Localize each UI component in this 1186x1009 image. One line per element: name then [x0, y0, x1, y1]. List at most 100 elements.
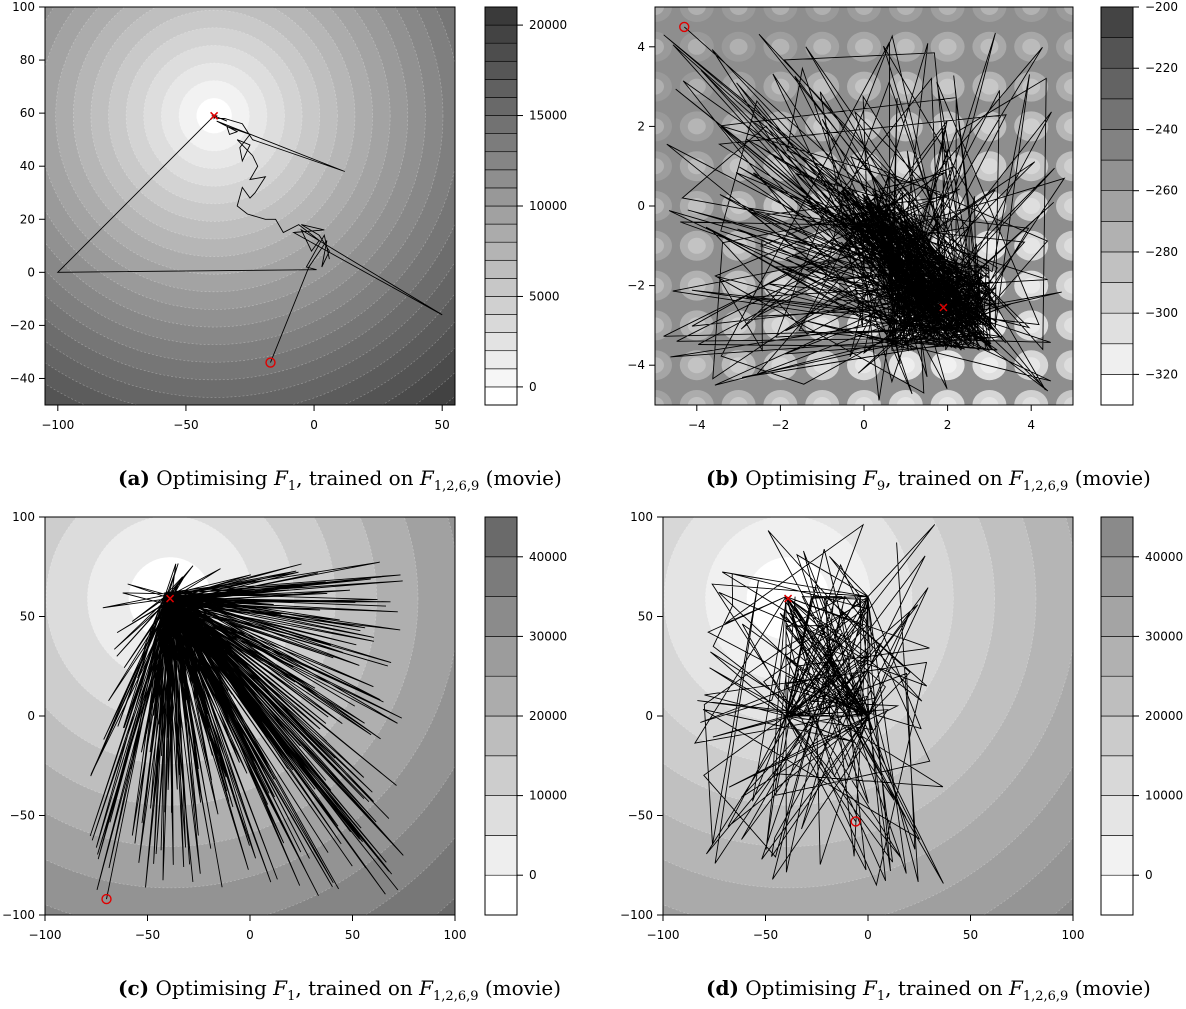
- x-tick-label: 0: [860, 418, 868, 432]
- contour-basin-core: [1022, 397, 1041, 405]
- colorbar-tick-label: −260: [1145, 184, 1178, 198]
- colorbar-tick-label: 30000: [1145, 629, 1183, 643]
- contour-background: [655, 7, 1073, 405]
- chart-panel-a: −100 −50 0 50 −40 −20 0 20 40 60 80 100 0 5000 10000 15…: [10, 0, 568, 432]
- y-tick-label: 4: [637, 40, 645, 54]
- caption-tail: (movie): [484, 976, 562, 1000]
- optimisation-path: [693, 523, 944, 887]
- y-tick-label: 0: [27, 265, 35, 279]
- caption-target-sub: 1: [287, 989, 296, 1004]
- optimum-marker: [784, 594, 793, 603]
- colorbar-level: [484, 296, 518, 315]
- contour-basin-core: [938, 78, 957, 95]
- colorbar-level: [484, 795, 518, 836]
- colorbar-level: [484, 874, 518, 916]
- contour-basin-core: [687, 78, 706, 95]
- colorbar-level: [484, 42, 518, 62]
- contour-background: [663, 517, 1073, 915]
- y-tick-label: −100: [620, 908, 653, 922]
- contour-basin-core: [1064, 198, 1073, 214]
- colorbar-level: [1100, 636, 1134, 677]
- y-tick-label: 100: [12, 0, 35, 14]
- colorbar-level: [1100, 715, 1134, 757]
- optimisation-path: [89, 561, 404, 900]
- contour-basin-core: [655, 277, 664, 294]
- contour-basin-core: [1064, 317, 1073, 334]
- contour-basin-core: [655, 198, 664, 214]
- x-tick-label: −50: [135, 928, 160, 942]
- chart-panel-b: −4 −2 0 2 4 −4 −2 0 2 4 −320 −300 −280 −260 −240 −220 −2…: [627, 0, 1178, 432]
- contour-basin-core: [813, 7, 832, 15]
- colorbar-level: [484, 556, 518, 597]
- contour-basin-core: [813, 78, 832, 95]
- y-tick-label: −40: [10, 371, 35, 385]
- contour-basin-core: [855, 78, 873, 95]
- contour-basin-core: [896, 397, 915, 405]
- colorbar-level: [1100, 874, 1134, 916]
- contour-basin-core: [655, 38, 664, 55]
- caption-text: Optimising: [156, 466, 268, 490]
- colorbar-level: [484, 223, 518, 243]
- contour-basin-core: [1064, 237, 1073, 254]
- x-tick-label: −100: [647, 928, 680, 942]
- colorbar-level: [1100, 129, 1134, 161]
- colorbar-level: [484, 278, 518, 297]
- colorbar-level: [1100, 516, 1134, 558]
- colorbar-tick-label: 5000: [529, 289, 560, 303]
- contour-basin-core: [980, 397, 999, 405]
- caption-label: (c): [118, 976, 150, 1000]
- optimum-marker: [210, 111, 219, 120]
- colorbar-tick-label: −200: [1145, 0, 1178, 14]
- colorbar-level: [484, 350, 518, 370]
- x-tick-label: −100: [41, 418, 74, 432]
- y-tick-label: 100: [630, 510, 653, 524]
- colorbar-level: [484, 24, 518, 44]
- contour-basin-core: [655, 397, 664, 405]
- colorbar-tick-label: 40000: [1145, 550, 1183, 564]
- y-tick-label: 0: [637, 199, 645, 213]
- contour-basin-core: [771, 277, 790, 294]
- contour-basin-core: [1064, 397, 1073, 405]
- caption-target-sub: 1: [287, 479, 297, 494]
- colorbar-tick-label: 0: [529, 380, 537, 394]
- contour-basin-core: [729, 7, 748, 15]
- colorbar-tick-label: 20000: [1145, 709, 1183, 723]
- path-line: [89, 561, 404, 900]
- colorbar-level: [484, 187, 518, 207]
- colorbar-level: [1100, 343, 1134, 375]
- caption-target-sub: 9: [876, 479, 886, 494]
- contour-basin-core: [980, 78, 999, 95]
- y-tick-label: −2: [627, 279, 645, 293]
- y-tick-label: −4: [627, 358, 645, 372]
- x-tick-label: 2: [944, 418, 952, 432]
- colorbar-level: [484, 386, 518, 406]
- plot-frame: [44, 6, 456, 406]
- caption-tail: (movie): [1074, 976, 1151, 1000]
- contour-basin-core: [980, 158, 999, 175]
- y-tick-label: 20: [20, 212, 35, 226]
- colorbar-level: [484, 115, 518, 134]
- caption-text: Optimising: [745, 466, 857, 490]
- contour-basin-core: [687, 397, 706, 405]
- colorbar-level: [484, 6, 518, 26]
- colorbar-level: [484, 133, 518, 153]
- colorbar-tick-label: 30000: [529, 629, 567, 643]
- x-tick-label: 50: [963, 928, 978, 942]
- y-tick-label: 0: [645, 709, 653, 723]
- y-tick-label: −50: [628, 809, 653, 823]
- contour-basin-core: [687, 7, 706, 15]
- caption-trained-sub: 1,2,6,9: [1022, 479, 1069, 494]
- start-marker: [850, 816, 861, 827]
- optimum-marker: [166, 594, 175, 603]
- colorbar-level: [484, 60, 518, 80]
- contour-basin-core: [655, 158, 664, 175]
- y-tick-label: −20: [10, 318, 35, 332]
- caption-b: (b) Optimising F9, trained on F1,2,6,9 (…: [706, 466, 1151, 494]
- colorbar-level: [484, 755, 518, 796]
- colorbar-level: [484, 636, 518, 677]
- contour-background: [45, 7, 455, 405]
- chart-panel-d: −100 −50 0 50 100 −100 −50 0 50 100 0 10000 20000 300…: [620, 510, 1183, 942]
- caption-trained: trained on: [897, 976, 1003, 1000]
- contour-basin-core: [729, 118, 748, 135]
- colorbar-level: [1100, 312, 1134, 345]
